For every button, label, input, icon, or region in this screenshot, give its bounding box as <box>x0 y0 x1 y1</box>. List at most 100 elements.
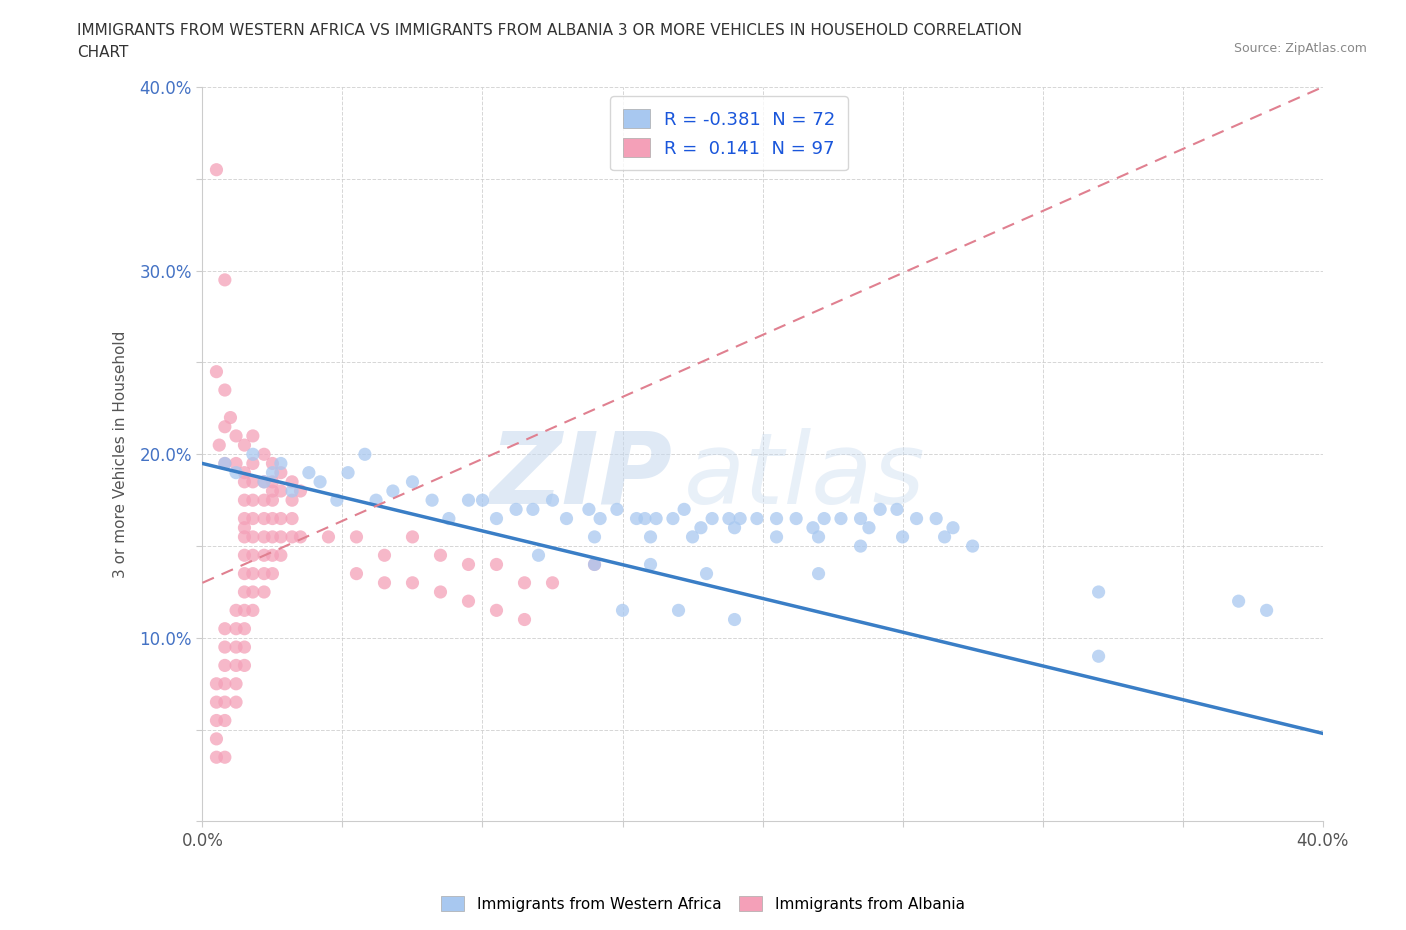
Point <box>225 640 247 655</box>
Point <box>242 548 264 563</box>
Point <box>298 465 321 480</box>
Point <box>640 529 662 544</box>
Point <box>214 695 236 710</box>
Point <box>886 502 908 517</box>
Point <box>253 474 276 489</box>
Point <box>233 520 256 535</box>
Point <box>205 713 228 728</box>
Point <box>242 603 264 618</box>
Point <box>205 365 228 379</box>
Point <box>1227 593 1250 608</box>
Text: ZIP: ZIP <box>489 428 673 525</box>
Point <box>242 493 264 508</box>
Point <box>541 576 564 591</box>
Point <box>849 512 872 526</box>
Point <box>696 566 718 581</box>
Point <box>346 529 368 544</box>
Point <box>934 529 956 544</box>
Text: atlas: atlas <box>685 428 925 525</box>
Point <box>690 520 713 535</box>
Point <box>233 548 256 563</box>
Point <box>242 474 264 489</box>
Point <box>262 548 284 563</box>
Legend: Immigrants from Western Africa, Immigrants from Albania: Immigrants from Western Africa, Immigran… <box>436 889 970 918</box>
Point <box>429 548 451 563</box>
Point <box>527 548 550 563</box>
Point <box>723 612 745 627</box>
Point <box>281 474 304 489</box>
Point <box>485 557 508 572</box>
Point <box>723 520 745 535</box>
Point <box>513 612 536 627</box>
Point <box>813 512 835 526</box>
Y-axis label: 3 or more Vehicles in Household: 3 or more Vehicles in Household <box>114 330 128 578</box>
Point <box>541 493 564 508</box>
Point <box>717 512 740 526</box>
Point <box>364 493 387 508</box>
Point <box>253 566 276 581</box>
Point <box>1087 585 1109 600</box>
Point <box>262 474 284 489</box>
Point <box>225 621 247 636</box>
Point <box>354 446 377 461</box>
Point <box>214 272 236 287</box>
Point <box>270 548 292 563</box>
Point <box>262 493 284 508</box>
Point <box>457 557 479 572</box>
Point <box>381 484 404 498</box>
Point <box>242 512 264 526</box>
Point <box>457 593 479 608</box>
Point <box>208 438 231 453</box>
Point <box>700 512 723 526</box>
Point <box>373 576 395 591</box>
Point <box>262 566 284 581</box>
Text: Source: ZipAtlas.com: Source: ZipAtlas.com <box>1233 42 1367 55</box>
Point <box>765 529 787 544</box>
Point <box>214 658 236 673</box>
Point <box>401 529 423 544</box>
Point <box>214 750 236 764</box>
Point <box>214 456 236 471</box>
Point <box>214 456 236 471</box>
Point <box>233 529 256 544</box>
Point <box>281 493 304 508</box>
Point <box>214 713 236 728</box>
Point <box>225 695 247 710</box>
Point <box>513 576 536 591</box>
Point <box>214 676 236 691</box>
Point <box>807 566 830 581</box>
Point <box>270 529 292 544</box>
Point <box>429 585 451 600</box>
Point <box>233 566 256 581</box>
Point <box>233 585 256 600</box>
Point <box>214 621 236 636</box>
Point <box>640 557 662 572</box>
Point <box>262 484 284 498</box>
Point <box>728 512 751 526</box>
Point <box>225 465 247 480</box>
Point <box>925 512 948 526</box>
Point <box>785 512 807 526</box>
Point <box>505 502 527 517</box>
Point <box>309 474 332 489</box>
Point <box>281 512 304 526</box>
Point <box>253 446 276 461</box>
Point <box>555 512 578 526</box>
Point <box>242 446 264 461</box>
Point <box>253 529 276 544</box>
Point <box>612 603 634 618</box>
Point <box>578 502 600 517</box>
Point <box>242 585 264 600</box>
Point <box>233 640 256 655</box>
Point <box>262 512 284 526</box>
Point <box>673 502 696 517</box>
Point <box>849 538 872 553</box>
Point <box>233 438 256 453</box>
Point <box>270 512 292 526</box>
Point <box>318 529 340 544</box>
Point <box>583 529 606 544</box>
Point <box>262 465 284 480</box>
Point <box>233 658 256 673</box>
Point <box>225 658 247 673</box>
Point <box>471 493 494 508</box>
